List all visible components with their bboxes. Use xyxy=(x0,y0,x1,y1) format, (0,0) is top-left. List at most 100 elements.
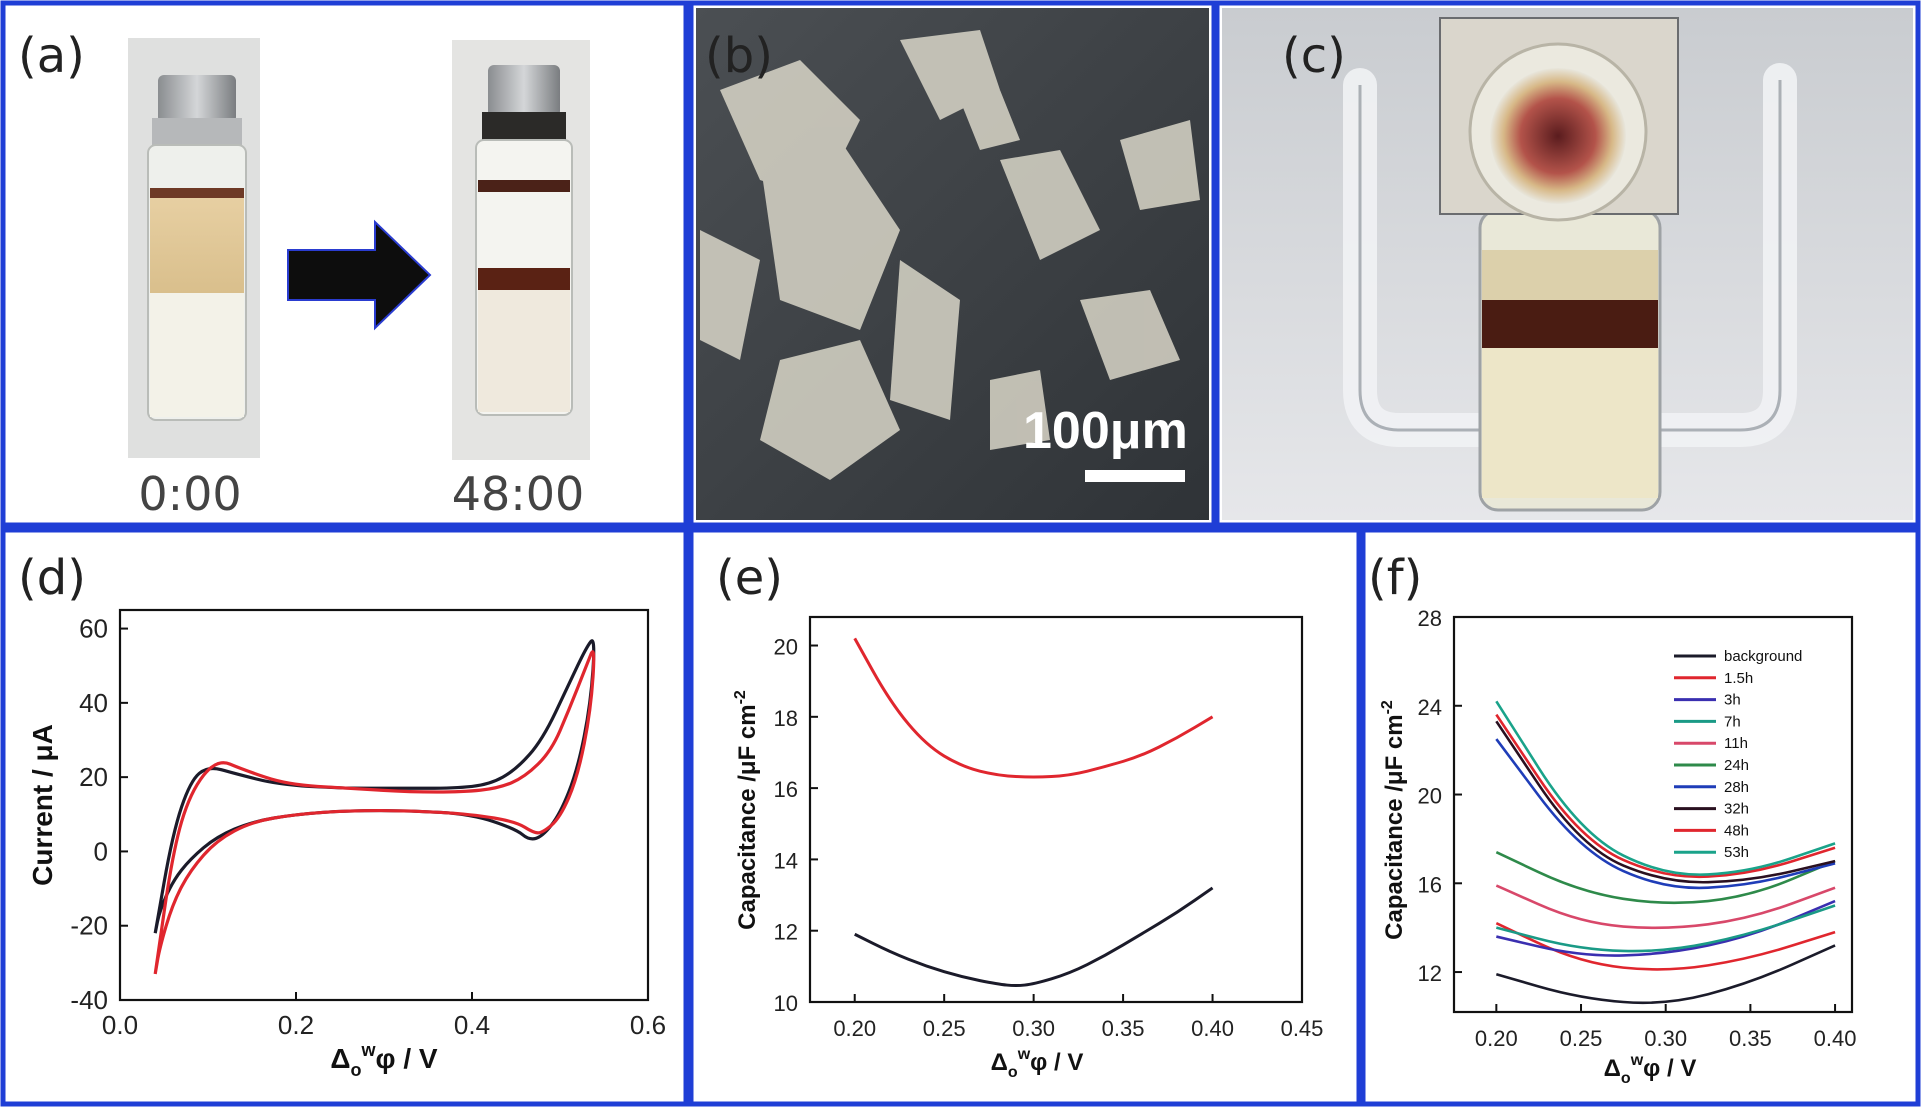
legend-label: 28h xyxy=(1724,779,1749,796)
panel-label: (d) xyxy=(18,550,86,606)
legend-label: 53h xyxy=(1724,844,1749,861)
time-label-start: 0:00 xyxy=(138,467,241,521)
legend-label: 24h xyxy=(1724,757,1749,774)
series-line-48h xyxy=(1495,713,1836,879)
plot-area xyxy=(853,637,1214,988)
x-tick-label: 0.4 xyxy=(454,1010,490,1040)
x-tick-label: 0.30 xyxy=(1012,1016,1055,1041)
x-tick-label: 0.45 xyxy=(1281,1016,1324,1041)
panel-f-frame xyxy=(1360,527,1921,1107)
x-tick-label: 0.35 xyxy=(1102,1016,1145,1041)
y-tick-label: 24 xyxy=(1418,695,1442,720)
panel-a: (a) 0:00 48:00 xyxy=(18,28,590,521)
legend-label: 48h xyxy=(1724,822,1749,839)
y-tick-label: 10 xyxy=(774,991,798,1016)
panel-c: (c) xyxy=(1222,8,1913,520)
legend-label: 3h xyxy=(1724,692,1741,709)
panel-b-frame xyxy=(688,0,1217,528)
vial-photo-before xyxy=(128,38,260,458)
axes-box xyxy=(118,608,650,1002)
panel-label: (c) xyxy=(1282,28,1346,84)
axis-ticks: 0.0 0.2 0.4 0.6 -40 -20 0 20 40 60 xyxy=(70,614,666,1040)
y-tick-label: 0 xyxy=(94,836,108,866)
x-tick-label: 0.20 xyxy=(833,1016,876,1041)
scale-bar-label: 100μm xyxy=(1023,402,1188,460)
y-tick-label: 18 xyxy=(774,706,798,731)
y-tick-label: -20 xyxy=(70,911,108,941)
panel-label: (f) xyxy=(1368,550,1422,606)
series-line-background xyxy=(1495,944,1836,1005)
x-tick-label: 0.30 xyxy=(1644,1026,1687,1051)
y-tick-label: 20 xyxy=(774,635,798,660)
y-tick-label: 20 xyxy=(1418,784,1442,809)
x-axis-label: Δowφ / V xyxy=(1604,1052,1697,1087)
y-tick-label: 12 xyxy=(1418,961,1442,986)
crystal-texture xyxy=(700,30,1200,480)
series-line-7h xyxy=(1496,904,1836,953)
x-tick-label: 0.6 xyxy=(630,1010,666,1040)
series-line-3h xyxy=(1496,899,1836,957)
axes-box xyxy=(1452,615,1854,1014)
y-tick-label: 16 xyxy=(1418,872,1442,897)
y-tick-label: 16 xyxy=(774,777,798,802)
plot-area xyxy=(1495,700,1836,1005)
series-line-28h xyxy=(1495,738,1836,890)
legend-label: 32h xyxy=(1724,801,1749,818)
y-axis-label: Current / μA xyxy=(27,724,58,886)
x-tick-label: 0.25 xyxy=(1560,1026,1603,1051)
x-tick-label: 0.25 xyxy=(923,1016,966,1041)
panel-label: (b) xyxy=(705,28,773,84)
panel-label: (a) xyxy=(18,28,85,84)
series-line-53h xyxy=(1495,700,1836,876)
panel-f: (f) 0.20 0.25 0.30 0.35 0.40 12 16 20 24 28 backg… xyxy=(1368,550,1856,1087)
y-tick-label: 20 xyxy=(79,762,108,792)
panel-d-frame xyxy=(0,527,689,1107)
panel-e-frame xyxy=(688,527,1362,1107)
series-line-11h xyxy=(1495,884,1836,930)
legend-label: 11h xyxy=(1724,735,1748,752)
y-tick-label: 40 xyxy=(79,688,108,718)
legend-label: 7h xyxy=(1724,713,1741,730)
x-axis-label: Δowφ / V xyxy=(991,1046,1084,1081)
y-tick-label: 28 xyxy=(1418,606,1442,631)
y-axis-label: Capacitance /μF cm-2 xyxy=(732,690,761,930)
series-line-24h xyxy=(1495,851,1836,905)
legend: background 1.5h 3h 7h 11h 24h 28h 32h 48h 53h xyxy=(1674,648,1802,861)
vial-photo-after xyxy=(452,40,590,460)
plot-area xyxy=(153,639,596,975)
axis-ticks: 0.20 0.25 0.30 0.35 0.40 12 16 20 24 28 xyxy=(1418,606,1857,1051)
x-axis-label: Δowφ / V xyxy=(330,1040,438,1080)
panel-e: (e) 0.20 0.25 0.30 0.35 0.40 0.45 10 12 14 16 18 20… xyxy=(716,550,1323,1081)
x-tick-label: 0.40 xyxy=(1191,1016,1234,1041)
panel-b: (b) 100μm xyxy=(696,8,1209,520)
series-line-1 xyxy=(153,650,596,975)
panel-c-frame xyxy=(1214,0,1921,528)
scale-bar xyxy=(1085,470,1185,482)
legend-label: 1.5h xyxy=(1724,670,1753,687)
y-tick-label: 12 xyxy=(774,920,798,945)
y-tick-label: -40 xyxy=(70,985,108,1015)
panel-d: (d) 0.0 0.2 0.4 0.6 -40 -20 0 20 40 60 Δowφ / V C… xyxy=(18,550,666,1080)
panel-a-frame xyxy=(0,0,689,528)
y-tick-label: 60 xyxy=(79,614,108,644)
x-tick-label: 0.20 xyxy=(1475,1026,1518,1051)
series-line-1 xyxy=(854,886,1214,988)
panel-label: (e) xyxy=(716,550,783,606)
time-label-end: 48:00 xyxy=(452,467,585,521)
series-line-0 xyxy=(153,639,596,934)
x-tick-label: 0.40 xyxy=(1814,1026,1857,1051)
legend-label: background xyxy=(1724,648,1802,665)
y-tick-label: 14 xyxy=(774,848,798,873)
axis-ticks: 0.20 0.25 0.30 0.35 0.40 0.45 10 12 14 16 18 20 xyxy=(774,635,1324,1041)
series-line-1-5h xyxy=(1495,922,1836,971)
axes-box xyxy=(808,615,1304,1004)
inset-photo xyxy=(1439,17,1679,222)
series-line-0 xyxy=(853,637,1214,779)
x-tick-label: 0.0 xyxy=(102,1010,138,1040)
series-line-32h xyxy=(1495,720,1836,884)
y-axis-label: Capacitance /μF cm-2 xyxy=(1379,700,1408,940)
x-tick-label: 0.35 xyxy=(1729,1026,1772,1051)
arrow-icon xyxy=(287,219,432,331)
x-tick-label: 0.2 xyxy=(278,1010,314,1040)
